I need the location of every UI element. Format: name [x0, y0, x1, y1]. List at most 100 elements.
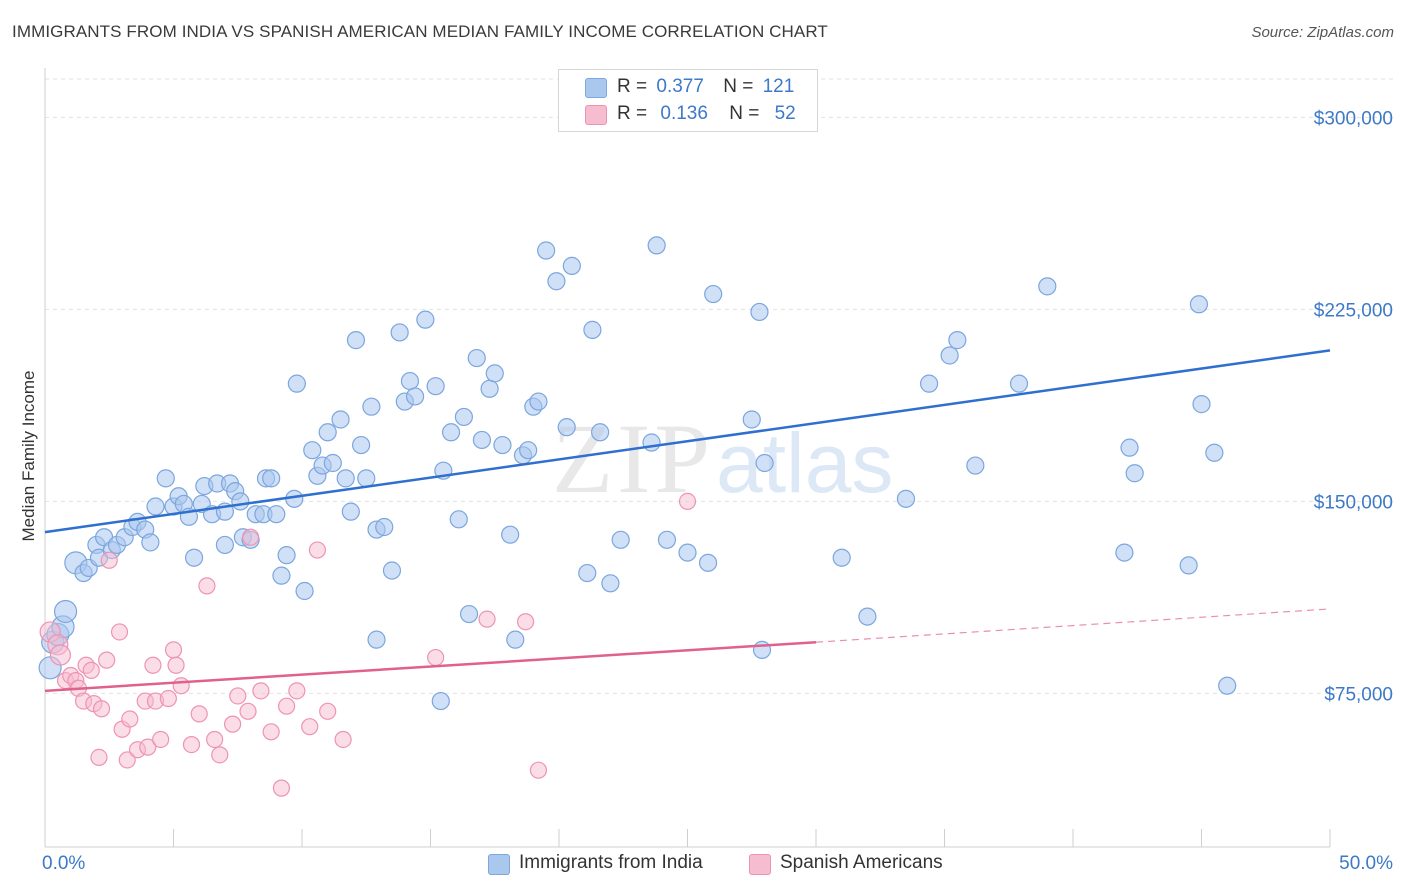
y-tick-label: $150,000 [1314, 492, 1393, 513]
spanish-point [164, 641, 183, 659]
india-point [1115, 543, 1134, 562]
spanish-point [92, 700, 111, 718]
india-point [231, 492, 250, 511]
spanish-point [272, 779, 291, 797]
spanish-point [319, 702, 337, 720]
stats-legend: R = 0.377 N = 121 R = 0.136 N = 52 [558, 69, 818, 132]
india-point [940, 346, 959, 365]
india-point [459, 604, 479, 624]
spanish-point [139, 738, 157, 756]
x-tick-label: 0.0% [42, 853, 85, 874]
india-point [858, 607, 877, 626]
india-point [215, 535, 234, 555]
india-point [506, 630, 525, 649]
india-point [501, 525, 520, 544]
spanish-r-label: R = [617, 103, 648, 124]
spanish-point [121, 710, 139, 728]
chart-title: IMMIGRANTS FROM INDIA VS SPANISH AMERICA… [12, 22, 828, 41]
india-r-label: R = [617, 76, 648, 97]
bottom-spanish-label: Spanish Americans [780, 852, 943, 873]
spanish-point [100, 551, 118, 569]
india-point [303, 441, 322, 460]
india-point [562, 256, 581, 275]
india-point [467, 348, 486, 368]
india-point [480, 379, 499, 398]
india-point [426, 377, 445, 396]
india-point [346, 331, 366, 350]
india-point [704, 284, 723, 304]
india-point [441, 423, 461, 442]
india-point [642, 433, 661, 452]
india-r-value: 0.377 [656, 76, 704, 97]
india-point [1120, 438, 1139, 457]
x-tick-label: 50.0% [1339, 853, 1393, 874]
india-point [472, 430, 491, 450]
india-point [591, 423, 610, 442]
india-point [362, 397, 381, 416]
india-point [742, 410, 761, 429]
india-point [698, 553, 718, 572]
bottom-india-label: Immigrants from India [519, 852, 703, 873]
india-point [1179, 556, 1198, 575]
y-axis-label: Median Family Income [19, 370, 38, 541]
spanish-point [262, 723, 280, 741]
india-point [519, 441, 538, 460]
india-point [678, 543, 697, 562]
india-point [611, 530, 630, 549]
spanish-trend-extension [815, 608, 1331, 643]
spanish-point [529, 761, 548, 779]
spanish-point [152, 730, 170, 749]
spanish-point [478, 610, 496, 628]
spanish-point [301, 718, 319, 736]
spanish-point [198, 577, 216, 595]
india-point [578, 563, 597, 583]
india-point [336, 469, 355, 488]
y-tick-label: $300,000 [1314, 108, 1393, 129]
spanish-point [288, 682, 306, 700]
spanish-point [277, 697, 296, 715]
india-point [262, 469, 281, 488]
india-point [601, 574, 620, 593]
india-point [53, 599, 78, 624]
india-point [449, 510, 468, 529]
spanish-point [224, 715, 242, 733]
india-point [537, 241, 556, 260]
india-point [1205, 443, 1224, 462]
india-point [647, 236, 666, 255]
india-point [382, 561, 402, 580]
india-point [750, 302, 769, 322]
spanish-swatch [585, 105, 607, 125]
india-point [156, 469, 175, 488]
india-point [341, 502, 360, 521]
spanish-point [118, 751, 136, 769]
india-point [755, 453, 774, 473]
india-point [141, 533, 160, 552]
india-point [454, 407, 474, 427]
spanish-point [159, 689, 177, 708]
india-point [832, 548, 851, 567]
spanish-point [190, 705, 208, 723]
spanish-point [172, 677, 190, 695]
india-point [295, 581, 314, 601]
india-point [896, 489, 916, 508]
india-point [390, 323, 409, 342]
bottom-spanish-swatch [749, 854, 771, 875]
spanish-r-value: 0.136 [660, 103, 708, 124]
spanish-point [90, 748, 108, 767]
spanish-point [242, 528, 260, 546]
india-point [331, 410, 350, 429]
spanish-point [427, 648, 445, 667]
spanish-point [211, 746, 229, 764]
india-point [583, 320, 602, 339]
india-point [352, 435, 371, 455]
india-point [657, 530, 677, 549]
india-point [277, 546, 296, 565]
spanish-point [308, 541, 327, 559]
source-credit: Source: ZipAtlas.com [1251, 24, 1394, 41]
bottom-india-swatch [488, 854, 510, 875]
spanish-point [49, 644, 72, 666]
india-point [416, 310, 435, 329]
india-point [752, 640, 772, 659]
spanish-point [182, 735, 201, 754]
india-point [493, 435, 512, 455]
